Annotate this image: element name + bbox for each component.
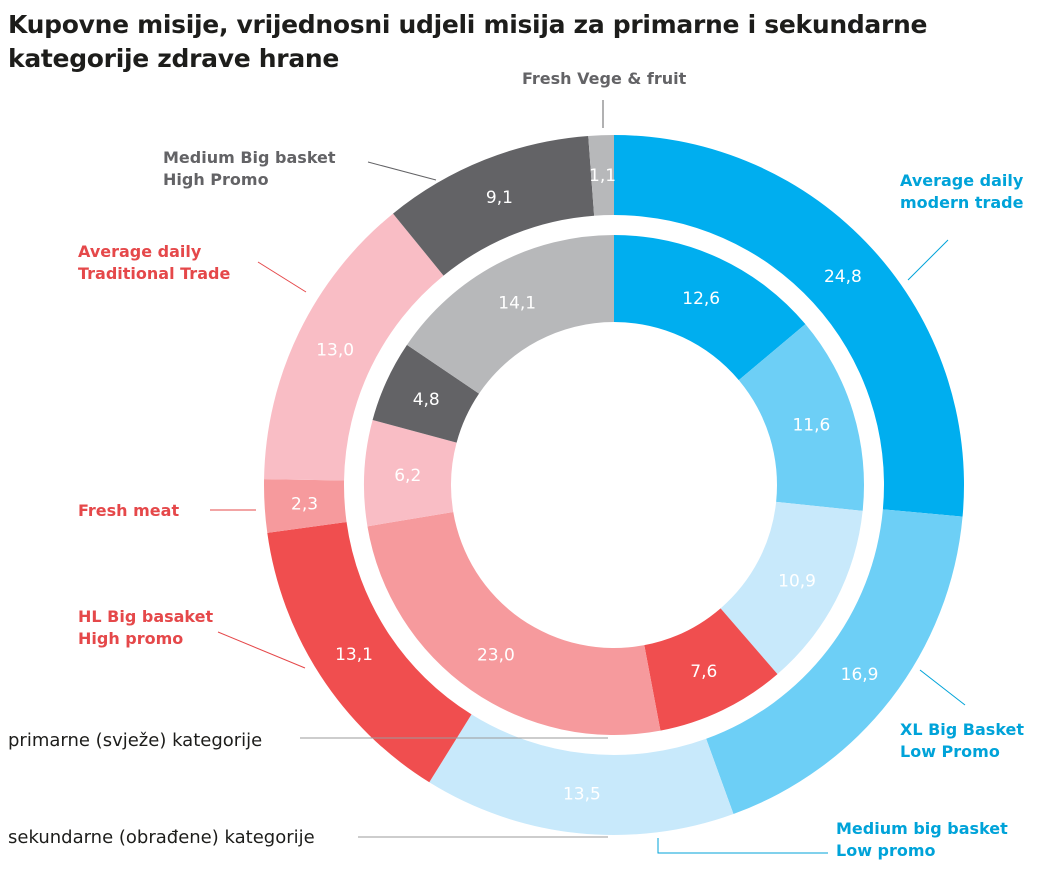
- ring-labels: sekundarne (obrađene) kategorije primarne…: [8, 730, 608, 848]
- category-label-line: Medium Big basket: [163, 148, 336, 167]
- leader-line: [367, 161, 437, 181]
- leader-line: [657, 838, 828, 854]
- chart-title-line: kategorije zdrave hrane: [8, 44, 340, 73]
- outer-segment-average-daily-traditional-trade: [264, 213, 444, 481]
- chart-title-line: Kupovne misije, vrijednosni udjeli misij…: [8, 10, 928, 39]
- inner-value-label: 10,9: [778, 572, 816, 592]
- outer-segment-xl-big-basket-low-promo: [706, 509, 963, 814]
- category-label-medium-big-basket-low-promo: Medium big basket Low promo: [836, 819, 1008, 860]
- outer-segment-hl-big-basaket-high-promo: [267, 521, 472, 783]
- leader-line: [907, 239, 949, 281]
- outer-ring: [263, 135, 964, 835]
- category-label-line: modern trade: [900, 193, 1024, 212]
- outer-segment-medium-big-basket-low-promo: [429, 714, 734, 835]
- inner-segment-medium-big-basket-low-promo: [720, 501, 863, 675]
- category-label-line: Traditional Trade: [78, 264, 230, 283]
- category-label-xl-big-basket-low-promo: XL Big Basket Low Promo: [900, 720, 1024, 761]
- inner-value-label: 23,0: [477, 645, 515, 665]
- inner-value-label: 12,6: [682, 289, 720, 309]
- inner-segment-average-daily-traditional-trade: [364, 420, 457, 527]
- category-label-line: Fresh Vege & fruit: [522, 69, 687, 88]
- inner-ring-series-label: primarne (svježe) kategorije: [8, 730, 262, 751]
- leader-lines: [210, 100, 966, 854]
- outer-segment-average-daily-modern-trade: [614, 135, 964, 517]
- inner-segment-fresh-vege-fruit: [406, 235, 614, 394]
- inner-segment-hl-big-basaket-high-promo: [644, 608, 778, 731]
- category-label-line: Fresh meat: [78, 501, 179, 520]
- category-labels: Average daily modern trade XL Big Basket Lo…: [78, 69, 1024, 860]
- leader-line: [919, 669, 966, 706]
- outer-value-label: 13,0: [316, 341, 354, 361]
- outer-ring-series-label: sekundarne (obrađene) kategorije: [8, 827, 315, 848]
- outer-segment-fresh-vege-fruit: [588, 135, 614, 216]
- category-label-fresh-vege-fruit: Fresh Vege & fruit: [522, 69, 687, 88]
- category-label-medium-big-basket-high-promo: Medium Big basket High Promo: [163, 148, 336, 189]
- outer-value-label: 13,1: [335, 645, 373, 665]
- category-label-average-daily-traditional-trade: Average daily Traditional Trade: [78, 242, 230, 283]
- category-label-line: Low promo: [836, 841, 936, 860]
- outer-value-label: 1,1: [589, 166, 616, 186]
- inner-segment-fresh-meat: [367, 511, 661, 735]
- leader-line: [217, 631, 306, 669]
- outer-value-label: 2,3: [291, 495, 318, 515]
- outer-value-label: 16,9: [841, 665, 879, 685]
- inner-ring: [364, 235, 864, 735]
- inner-value-label: 11,6: [792, 415, 830, 435]
- inner-value-label: 4,8: [413, 390, 440, 410]
- inner-value-label: 14,1: [498, 294, 536, 314]
- outer-value-label: 9,1: [486, 188, 513, 208]
- inner-segment-xl-big-basket-low-promo: [738, 324, 864, 511]
- outer-value-label: 13,5: [563, 784, 601, 804]
- category-label-line: Average daily: [78, 242, 202, 261]
- inner-segment-medium-big-basket-high-promo: [372, 344, 480, 443]
- inner-value-label: 7,6: [690, 662, 717, 682]
- inner-value-label: 6,2: [394, 466, 421, 486]
- value-labels: 24,8 16,9 13,5 13,1 2,3 13,0 9,1 1,1 12,6 11,6 10,…: [291, 166, 878, 804]
- category-label-line: High Promo: [163, 170, 269, 189]
- chart-title: Kupovne misije, vrijednosni udjeli misij…: [8, 8, 1008, 76]
- category-label-line: Average daily: [900, 171, 1024, 190]
- category-label-line: Medium big basket: [836, 819, 1008, 838]
- category-label-line: Low Promo: [900, 742, 1000, 761]
- category-label-line: XL Big Basket: [900, 720, 1024, 739]
- category-label-hl-big-basaket-high-promo: HL Big basaket High promo: [78, 607, 213, 648]
- outer-segment-fresh-meat: [263, 479, 347, 533]
- category-label-fresh-meat: Fresh meat: [78, 501, 179, 520]
- leader-line: [257, 261, 307, 293]
- category-label-line: High promo: [78, 629, 183, 648]
- category-label-average-daily-modern-trade: Average daily modern trade: [900, 171, 1024, 212]
- outer-segment-medium-big-basket-high-promo: [393, 135, 595, 276]
- outer-value-label: 24,8: [824, 267, 862, 287]
- inner-segment-average-daily-modern-trade: [614, 235, 806, 381]
- category-label-line: HL Big basaket: [78, 607, 213, 626]
